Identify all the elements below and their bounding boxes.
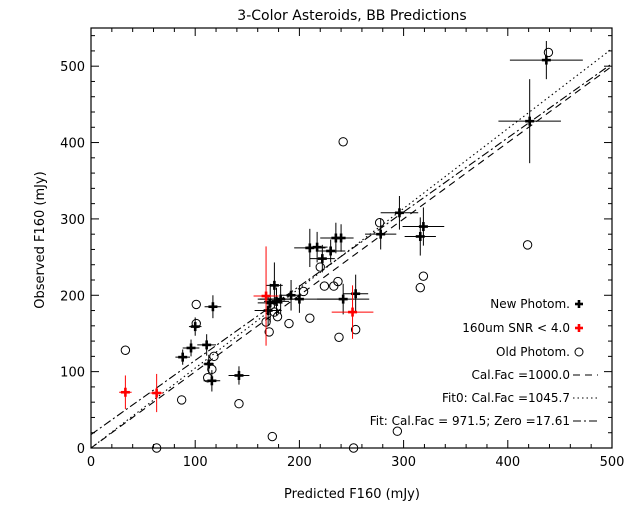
new-photom-point <box>175 349 190 365</box>
fit-line-dotted <box>91 48 612 448</box>
new-photom-point <box>328 224 354 252</box>
old-photom-point <box>284 318 294 329</box>
old-photom-point <box>374 218 385 228</box>
low-snr-point <box>150 373 163 413</box>
x-tick-label: 200 <box>287 455 312 470</box>
x-tick-label: 100 <box>183 455 208 470</box>
low-snr-point <box>331 285 374 339</box>
old-photom-point <box>543 47 554 58</box>
legend-label: New Photom. <box>490 297 570 311</box>
x-axis-label: Predicted F160 (mJy) <box>284 487 420 502</box>
old-photom-point <box>264 327 274 337</box>
new-photom-point <box>182 339 200 357</box>
old-photom-point <box>176 395 187 405</box>
old-photom-point <box>319 281 330 291</box>
new-photom-point <box>204 295 222 319</box>
old-photom-point <box>392 426 403 436</box>
new-photom-point <box>498 79 561 164</box>
y-tick-label: 300 <box>60 213 85 228</box>
x-tick-label: 400 <box>495 455 520 470</box>
new-photom-point <box>402 207 445 246</box>
old-photom-point <box>234 399 244 409</box>
old-photom-point <box>272 311 283 322</box>
old-photom-point <box>348 443 359 453</box>
x-tick-label: 500 <box>600 455 625 470</box>
fit-line-dashdot <box>91 63 612 436</box>
new-photom-point <box>365 218 397 250</box>
low-snr-point <box>253 246 279 346</box>
new-photom-point <box>197 334 217 356</box>
old-photom-point <box>333 276 343 287</box>
plot-frame <box>90 27 613 449</box>
x-tick-label: 300 <box>391 455 416 470</box>
new-photom-point <box>188 317 202 336</box>
legend-label: Cal.Fac =1000.0 <box>472 368 571 382</box>
new-photom-point <box>257 283 283 322</box>
y-axis-label: Observed F160 (mJy) <box>33 171 48 308</box>
old-photom-point <box>120 345 131 355</box>
new-photom-point <box>228 366 250 385</box>
new-photom-point <box>203 370 221 392</box>
new-photom-point <box>404 217 436 256</box>
new-photom-point <box>316 239 346 263</box>
chart-title: 3-Color Asteroids, BB Predictions <box>237 8 466 24</box>
legend-label: Old Photom. <box>496 345 570 359</box>
new-photom-point <box>509 40 583 80</box>
y-tick-label: 100 <box>60 366 85 381</box>
new-photom-point <box>203 354 214 374</box>
x-tick-label: 0 <box>87 455 95 470</box>
legend-label: 160um SNR < 4.0 <box>462 321 570 335</box>
old-photom-point <box>522 240 533 250</box>
new-photom-point <box>343 274 369 313</box>
new-photom-point <box>309 244 335 273</box>
old-photom-point <box>151 443 162 453</box>
legend-circle-marker <box>574 347 584 357</box>
y-tick-label: 500 <box>60 60 85 75</box>
new-photom-point <box>306 231 328 263</box>
new-photom-point <box>254 295 282 326</box>
y-tick-label: 0 <box>77 442 85 457</box>
old-photom-point <box>415 282 425 293</box>
old-photom-point <box>191 299 201 310</box>
legend-label: Fit: Cal.Fac = 971.5; Zero =17.61 <box>370 414 570 428</box>
new-photom-point <box>380 196 419 230</box>
old-photom-point <box>350 324 361 335</box>
new-photom-point <box>317 283 370 315</box>
old-photom-point <box>298 286 309 297</box>
legend-label: Fit0: Cal.Fac =1045.7 <box>442 391 570 405</box>
y-tick-label: 200 <box>60 289 85 304</box>
old-photom-point <box>334 332 344 342</box>
old-photom-point <box>305 313 315 323</box>
old-photom-point <box>209 351 219 362</box>
y-tick-label: 400 <box>60 137 85 152</box>
old-photom-point <box>338 137 348 147</box>
new-photom-point <box>280 280 302 311</box>
plot-area: 0 100 200 300 400 500 0 100 200 300 400 500 New Phot… <box>60 27 625 470</box>
low-snr-point <box>119 375 132 410</box>
old-photom-point <box>267 431 278 442</box>
old-photom-point <box>418 271 429 281</box>
old-photom-point <box>315 262 325 272</box>
